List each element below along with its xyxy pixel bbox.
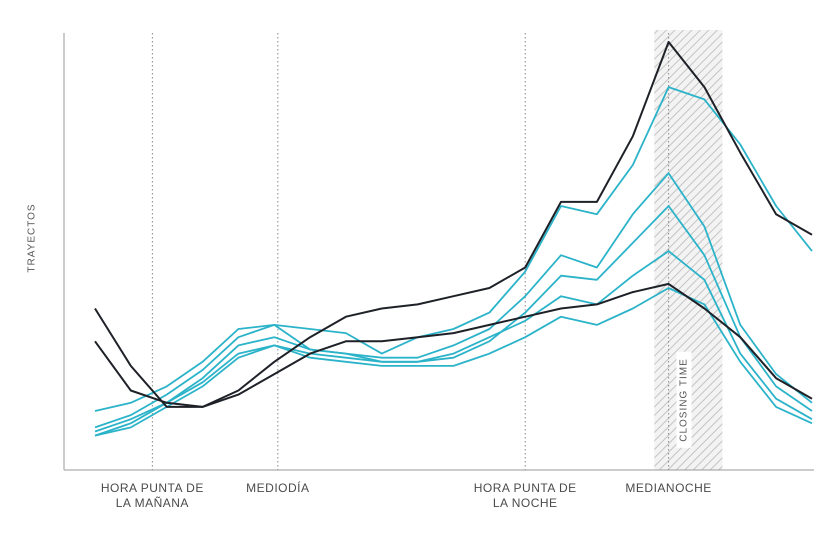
y-axis-label: TRAYECTOS bbox=[26, 203, 38, 273]
series-line-4 bbox=[94, 172, 813, 429]
series-line-5 bbox=[94, 205, 813, 437]
series-line-6 bbox=[94, 250, 813, 433]
x-tick-label: HORA PUNTA DE LA MAÑANA bbox=[100, 481, 204, 510]
series-line-3 bbox=[94, 86, 813, 412]
x-tick-label: MEDIODÍA bbox=[246, 481, 310, 495]
x-tick-label: HORA PUNTA DE LA NOCHE bbox=[473, 481, 577, 510]
x-tick-label: MEDIANOCHE bbox=[625, 481, 712, 495]
closing-time-label: CLOSING TIME bbox=[676, 352, 692, 448]
series-line-2 bbox=[94, 282, 813, 408]
series-line-1 bbox=[94, 41, 813, 408]
series-line-7 bbox=[94, 287, 813, 437]
